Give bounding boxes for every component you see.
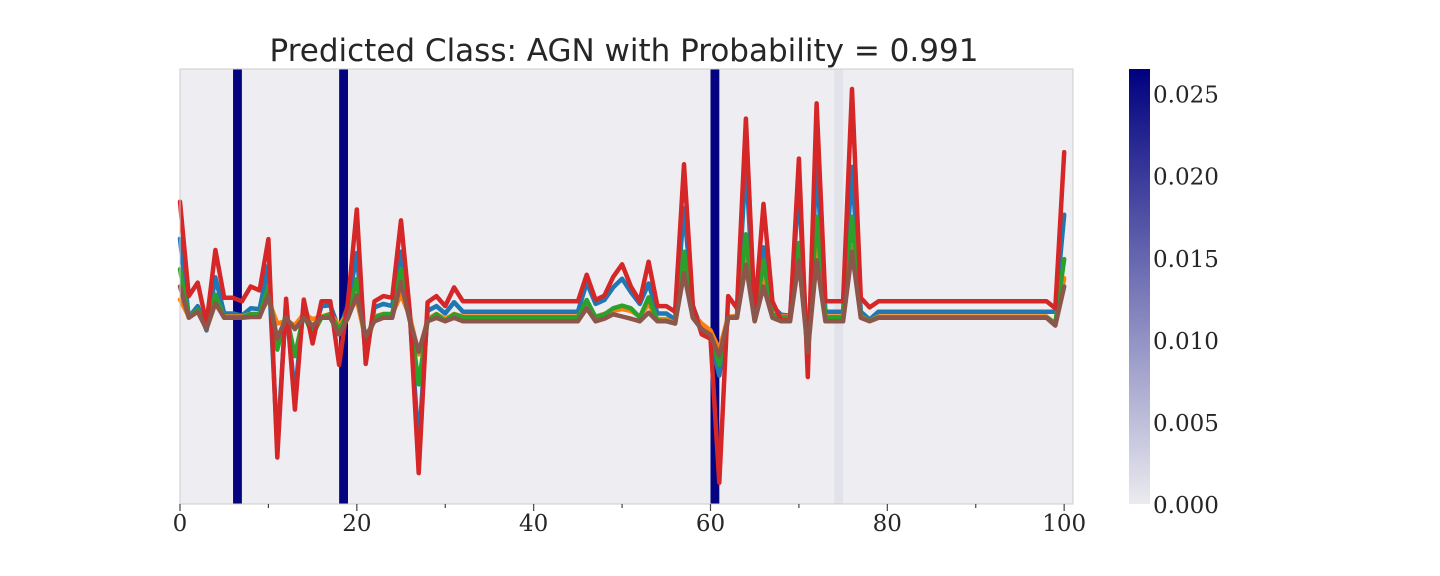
plot-frame [179,68,1074,505]
colorbar-tick-label: 0.005 [1153,411,1219,437]
highlight-band-1 [339,69,348,504]
x-tick-label: 80 [873,511,902,537]
highlight-band-3 [834,69,844,504]
highlight-band-0 [233,69,242,504]
series-line-4 [177,249,1067,359]
highlight-band-2 [710,69,720,504]
colorbar-tick-label: 0.025 [1153,83,1219,109]
highlight-bands [233,69,844,504]
colorbar-tick-label: 0.015 [1153,247,1219,273]
x-tick-label: 100 [1042,511,1086,537]
colorbar-gradient [1129,69,1150,504]
series-line-3 [177,86,1067,485]
chart-title: Predicted Class: AGN with Probability = … [270,33,979,69]
series-line-0 [177,159,1067,449]
x-tick-label: 20 [342,511,371,537]
colorbar: 0.000 0.005 0.010 0.015 0.020 0.025 [1129,69,1219,519]
x-tick-label: 40 [519,511,548,537]
x-axis: 0 20 40 60 80 100 [173,504,1086,537]
x-tick-label: 0 [173,511,188,537]
series-lines [177,86,1067,485]
x-tick-label: 60 [696,511,725,537]
colorbar-tick-label: 0.000 [1153,493,1219,519]
colorbar-tick-label: 0.020 [1153,165,1219,191]
colorbar-tick-label: 0.010 [1153,329,1219,355]
